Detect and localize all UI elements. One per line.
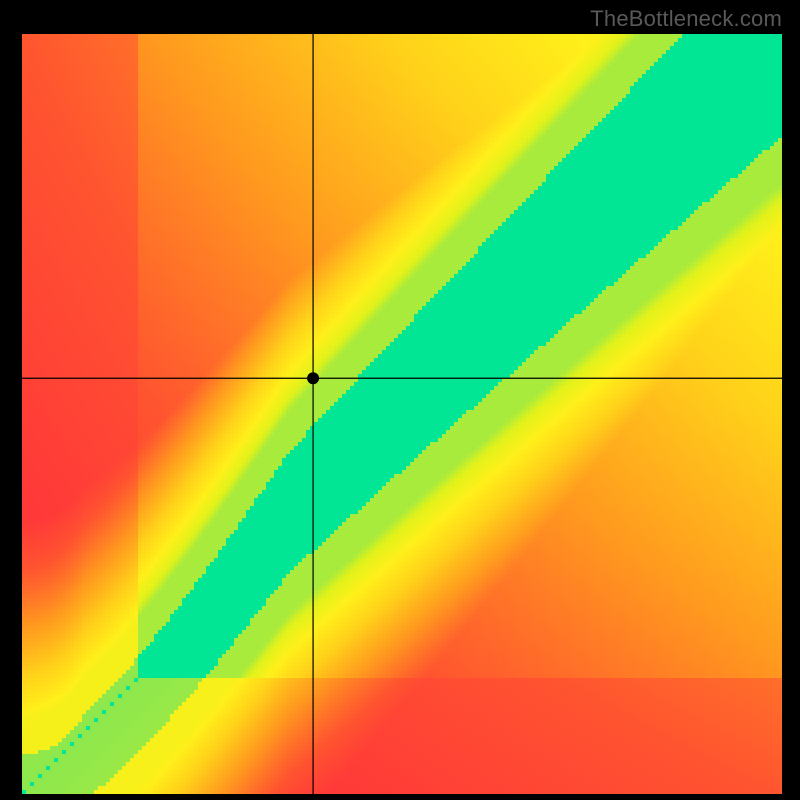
bottleneck-heatmap xyxy=(22,34,782,794)
watermark-text: TheBottleneck.com xyxy=(590,6,782,32)
